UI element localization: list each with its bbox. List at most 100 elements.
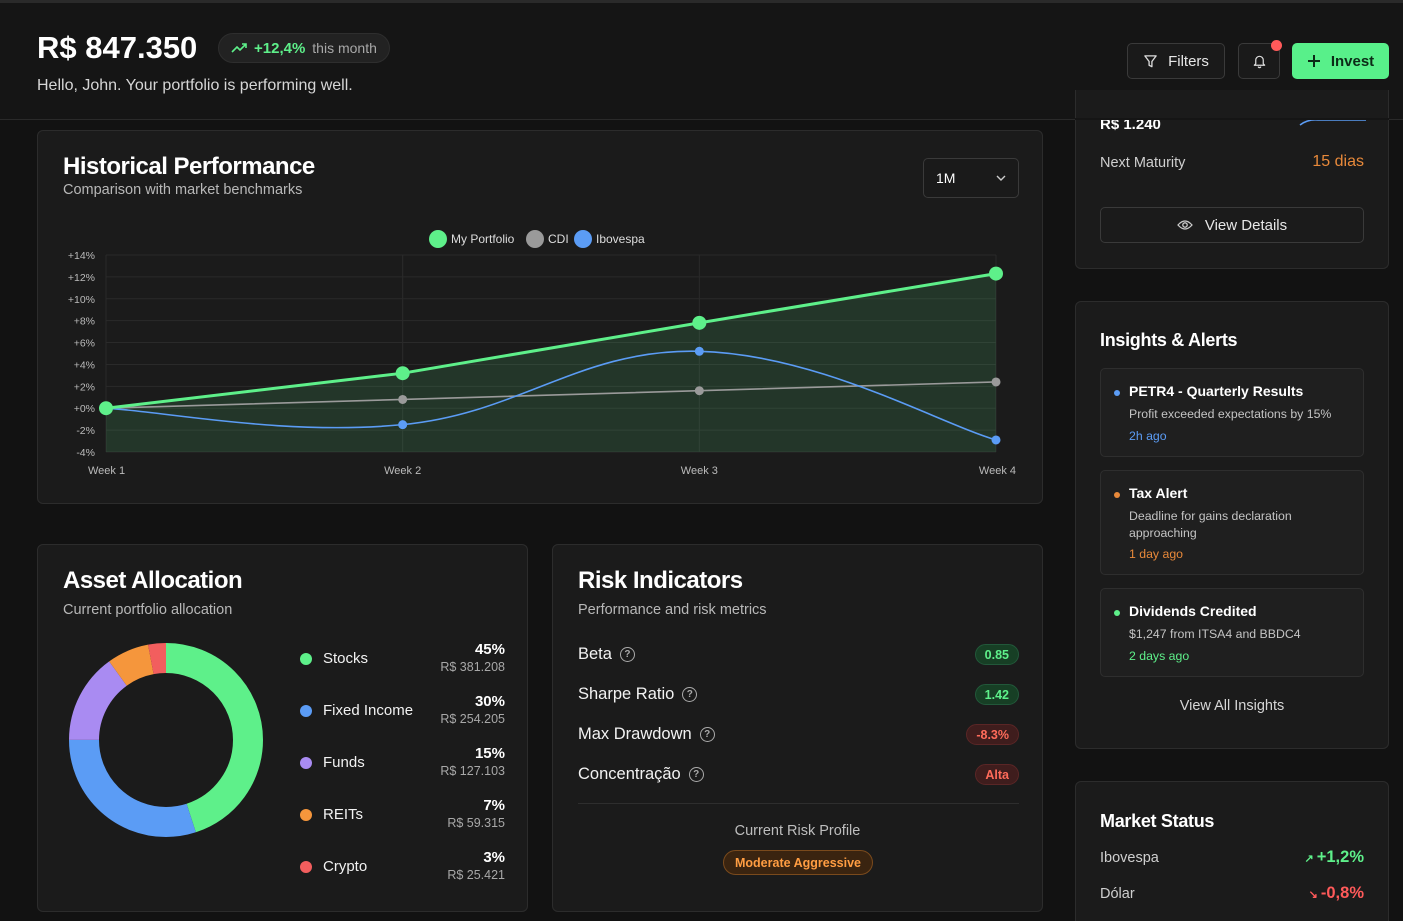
risk-title: Risk Indicators bbox=[578, 567, 743, 594]
legend-label: Ibovespa bbox=[596, 232, 645, 246]
insight-item[interactable]: Tax Alert Deadline for gains declaration … bbox=[1100, 470, 1364, 575]
data-point bbox=[694, 346, 704, 356]
performance-subtitle: Comparison with market benchmarks bbox=[63, 182, 303, 198]
arrow-down-right-icon: ↘ bbox=[1308, 889, 1321, 901]
allocation-title: Asset Allocation bbox=[63, 567, 243, 594]
allocation-donut-chart bbox=[69, 643, 263, 837]
allocation-name: Funds bbox=[323, 754, 365, 771]
invest-label: Invest bbox=[1330, 52, 1375, 70]
market-change-value: -0,8% bbox=[1320, 884, 1364, 902]
allocation-item: Fixed Income 30% R$ 254.205 bbox=[300, 693, 505, 737]
insight-item[interactable]: PETR4 - Quarterly Results Profit exceeded… bbox=[1100, 368, 1364, 457]
legend-label: CDI bbox=[548, 232, 569, 246]
filters-button[interactable]: Filters bbox=[1127, 43, 1225, 79]
next-maturity-label: Next Maturity bbox=[1100, 155, 1186, 171]
x-tick-label: Week 1 bbox=[88, 465, 125, 477]
monthly-change-period: this month bbox=[312, 40, 377, 56]
market-change-value: +1,2% bbox=[1316, 848, 1364, 866]
market-name: Dólar bbox=[1100, 886, 1135, 902]
series-line bbox=[105, 272, 997, 410]
data-point bbox=[694, 386, 704, 396]
market-change: ↗ +1,2% bbox=[1304, 848, 1364, 867]
risk-divider bbox=[578, 803, 1019, 804]
help-icon[interactable]: ? bbox=[619, 647, 635, 662]
portfolio-area-fill bbox=[106, 273, 996, 452]
invest-button[interactable]: Invest bbox=[1292, 43, 1389, 79]
allocation-item: Funds 15% R$ 127.103 bbox=[300, 745, 505, 789]
insight-item[interactable]: Dividends Credited $1,247 from ITSA4 and … bbox=[1100, 588, 1364, 677]
y-tick-label: +2% bbox=[74, 381, 95, 393]
allocation-percent: 45% bbox=[474, 641, 505, 658]
x-tick-label: Week 2 bbox=[384, 465, 421, 477]
allocation-amount: R$ 59.315 bbox=[447, 816, 505, 830]
plus-icon bbox=[1307, 55, 1320, 67]
allocation-item: REITs 7% R$ 59.315 bbox=[300, 797, 505, 841]
allocation-color-dot bbox=[300, 861, 312, 873]
insight-body: Deadline for gains declaration approachi… bbox=[1129, 509, 1292, 540]
risk-indicators-card: Risk Indicators Performance and risk met… bbox=[552, 544, 1043, 912]
risk-metric-label: Max Drawdown bbox=[578, 725, 692, 743]
help-icon[interactable]: ? bbox=[682, 687, 698, 702]
bell-icon bbox=[1253, 55, 1265, 69]
chevron-down-icon bbox=[996, 175, 1006, 181]
y-tick-label: +0% bbox=[74, 403, 95, 415]
insight-body: Profit exceeded expectations by 15% bbox=[1129, 407, 1332, 421]
view-details-button[interactable]: View Details bbox=[1100, 207, 1364, 243]
allocation-percent: 3% bbox=[483, 849, 505, 866]
allocation-subtitle: Current portfolio allocation bbox=[63, 602, 233, 618]
performance-line-chart: +14% +12% +10% +8% +6% +4% +2% +0% -2% -4% Week 1 W… bbox=[68, 230, 1016, 477]
risk-subtitle: Performance and risk metrics bbox=[578, 602, 767, 618]
greeting-text: Hello, John. Your portfolio is performin… bbox=[37, 77, 353, 94]
insight-time: 2h ago bbox=[1129, 429, 1167, 443]
y-tick-label: +4% bbox=[74, 359, 95, 371]
historical-performance-card: Historical Performance Comparison with m… bbox=[37, 130, 1043, 504]
view-all-insights-link[interactable]: View All Insights bbox=[1179, 698, 1285, 714]
donut-slice bbox=[69, 643, 263, 837]
risk-metric-label-group: Sharpe Ratio? bbox=[578, 685, 698, 704]
filter-icon bbox=[1144, 54, 1157, 67]
time-range-select[interactable]: 1M bbox=[923, 158, 1019, 198]
risk-metric-label-group: Concentração? bbox=[578, 765, 704, 784]
allocation-name: Fixed Income bbox=[323, 702, 414, 719]
insight-time: 1 day ago bbox=[1129, 547, 1184, 561]
filters-label: Filters bbox=[1168, 52, 1209, 70]
y-tick-label: +12% bbox=[68, 272, 95, 284]
y-tick-label: +8% bbox=[74, 316, 95, 328]
performance-title: Historical Performance bbox=[63, 153, 315, 180]
data-point bbox=[989, 266, 1003, 281]
insights-title: Insights & Alerts bbox=[1100, 330, 1238, 350]
market-row: Dólar ↘ -0,8% bbox=[1100, 884, 1364, 906]
risk-metric-row: Beta? 0.85 bbox=[578, 643, 1019, 669]
allocation-amount: R$ 25.421 bbox=[447, 868, 505, 882]
allocation-amount: R$ 127.103 bbox=[440, 764, 505, 778]
data-point bbox=[99, 401, 113, 416]
risk-profile-badge: Moderate Aggressive bbox=[723, 850, 873, 875]
y-tick-label: +10% bbox=[68, 294, 95, 306]
eye-icon bbox=[1176, 220, 1193, 230]
allocation-amount: R$ 254.205 bbox=[440, 712, 505, 726]
allocation-color-dot bbox=[300, 653, 312, 665]
allocation-name: REITs bbox=[323, 806, 364, 823]
market-change: ↘ -0,8% bbox=[1309, 884, 1364, 903]
legend-marker bbox=[574, 230, 592, 248]
insight-time: 2 days ago bbox=[1129, 649, 1190, 663]
allocation-percent: 30% bbox=[474, 693, 505, 710]
insights-card: Insights & Alerts PETR4 - Quarterly Resu… bbox=[1075, 301, 1389, 749]
risk-metric-row: Concentração? Alta bbox=[578, 763, 1019, 789]
insight-title: PETR4 - Quarterly Results bbox=[1129, 383, 1304, 399]
risk-metric-badge: Alta bbox=[975, 764, 1019, 785]
help-icon[interactable]: ? bbox=[699, 727, 715, 742]
series-line bbox=[105, 350, 997, 441]
allocation-name: Stocks bbox=[323, 650, 369, 667]
y-tick-label: -2% bbox=[76, 425, 95, 437]
maturity-amount: R$ 1.240 bbox=[1100, 116, 1161, 133]
y-tick-label: +6% bbox=[74, 338, 95, 350]
risk-metric-label-group: Beta? bbox=[578, 645, 635, 664]
market-name: Ibovespa bbox=[1100, 850, 1159, 866]
x-tick-label: Week 4 bbox=[979, 465, 1016, 477]
asset-allocation-card: Asset Allocation Current portfolio alloc… bbox=[37, 544, 528, 912]
allocation-color-dot bbox=[300, 809, 312, 821]
notification-badge bbox=[1271, 40, 1282, 51]
allocation-item: Crypto 3% R$ 25.421 bbox=[300, 849, 505, 893]
help-icon[interactable]: ? bbox=[688, 767, 704, 782]
